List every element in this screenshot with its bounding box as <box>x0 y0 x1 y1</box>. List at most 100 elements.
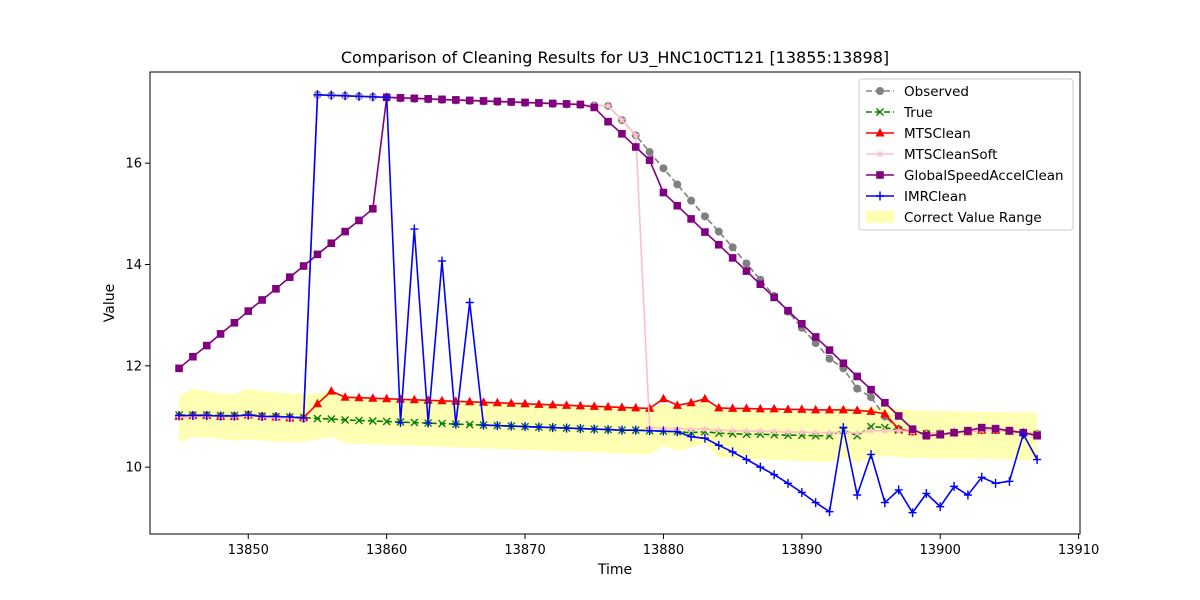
data-point <box>410 94 419 103</box>
data-point <box>908 425 917 433</box>
data-point <box>299 413 308 423</box>
data-point <box>1005 476 1014 486</box>
data-point <box>811 333 820 341</box>
data-point <box>853 384 862 393</box>
data-point <box>964 426 972 435</box>
data-point <box>839 359 848 368</box>
legend-label: GlobalSpeedAccelClean <box>904 168 1064 184</box>
data-point <box>853 372 861 381</box>
data-point <box>562 423 571 433</box>
data-point <box>562 100 571 108</box>
data-point <box>866 426 876 435</box>
data-point <box>852 405 862 414</box>
legend-entry-mtsclean: MTSClean <box>866 126 971 142</box>
legend-label: Correct Value Range <box>904 210 1042 226</box>
data-point <box>285 412 294 422</box>
data-point <box>521 98 529 107</box>
data-point <box>977 472 986 482</box>
data-point <box>216 411 225 421</box>
data-point <box>492 397 502 407</box>
x-tick-label: 13900 <box>920 543 961 558</box>
data-point <box>658 393 669 403</box>
data-point <box>797 427 806 436</box>
x-tick-label: 13870 <box>504 543 545 558</box>
data-point <box>880 426 889 435</box>
data-point <box>756 426 765 435</box>
data-point <box>479 97 488 105</box>
data-point <box>617 115 627 124</box>
data-point <box>714 227 723 236</box>
data-point <box>618 130 626 138</box>
chart-title: Comparison of Cleaning Results for U3_HN… <box>341 48 889 68</box>
data-point <box>714 402 724 412</box>
data-point <box>700 393 710 403</box>
legend-label: Observed <box>904 84 969 100</box>
data-point <box>202 341 211 350</box>
legend-entry-correct-value-range: Correct Value Range <box>866 210 1042 226</box>
y-tick-label: 14 <box>125 258 142 273</box>
series-mtsclean <box>174 386 1042 438</box>
data-point <box>894 412 903 420</box>
legend-band-swatch <box>866 211 894 223</box>
data-point <box>451 419 460 429</box>
data-point <box>825 507 834 517</box>
data-point <box>313 90 322 100</box>
data-point <box>742 426 751 435</box>
data-point <box>424 418 433 428</box>
data-point <box>811 404 821 414</box>
data-point <box>603 101 613 110</box>
data-point <box>894 426 903 435</box>
data-point <box>645 426 654 436</box>
legend-label: MTSClean <box>904 126 971 142</box>
data-point <box>354 392 364 402</box>
legend-box <box>858 78 1074 231</box>
x-tick-label: 13910 <box>1058 543 1099 558</box>
data-point <box>410 224 419 234</box>
data-point <box>230 411 239 421</box>
data-point <box>853 428 862 437</box>
data-point <box>631 131 640 139</box>
legend-label: True <box>903 105 933 121</box>
data-point <box>825 346 834 354</box>
series-layer <box>174 90 1042 518</box>
data-point <box>604 117 612 126</box>
data-point <box>825 428 834 437</box>
data-point <box>880 408 890 418</box>
data-point <box>285 273 294 281</box>
data-point <box>645 156 654 164</box>
y-tick-label: 16 <box>125 157 142 172</box>
data-point <box>811 498 820 508</box>
data-point <box>465 297 474 307</box>
data-point <box>631 402 641 412</box>
data-point <box>299 262 308 270</box>
data-point <box>659 164 668 173</box>
legend-marker <box>876 108 884 116</box>
data-point <box>548 399 558 409</box>
data-point <box>272 285 280 293</box>
data-point <box>410 418 419 427</box>
series-imrclean <box>175 90 1042 518</box>
x-axis-ticks: 13850 13860 13870 13880 13890 13900 13910 <box>228 534 1099 558</box>
data-point <box>368 393 378 402</box>
data-point <box>728 447 737 457</box>
data-point <box>645 148 654 157</box>
data-point <box>880 498 889 508</box>
y-tick-label: 10 <box>125 461 142 476</box>
data-point <box>382 393 392 403</box>
data-point <box>589 401 599 410</box>
data-point <box>521 422 530 432</box>
data-point <box>687 425 696 434</box>
data-point <box>327 415 336 424</box>
data-point <box>742 267 751 275</box>
data-point <box>659 426 668 436</box>
data-point <box>728 403 738 412</box>
data-point <box>506 398 516 407</box>
data-point <box>603 401 613 411</box>
data-point <box>631 143 640 151</box>
data-point <box>673 180 682 189</box>
data-point <box>811 339 820 348</box>
data-point <box>770 470 779 480</box>
data-point <box>493 421 502 431</box>
data-point <box>783 427 793 436</box>
data-point <box>755 403 765 413</box>
